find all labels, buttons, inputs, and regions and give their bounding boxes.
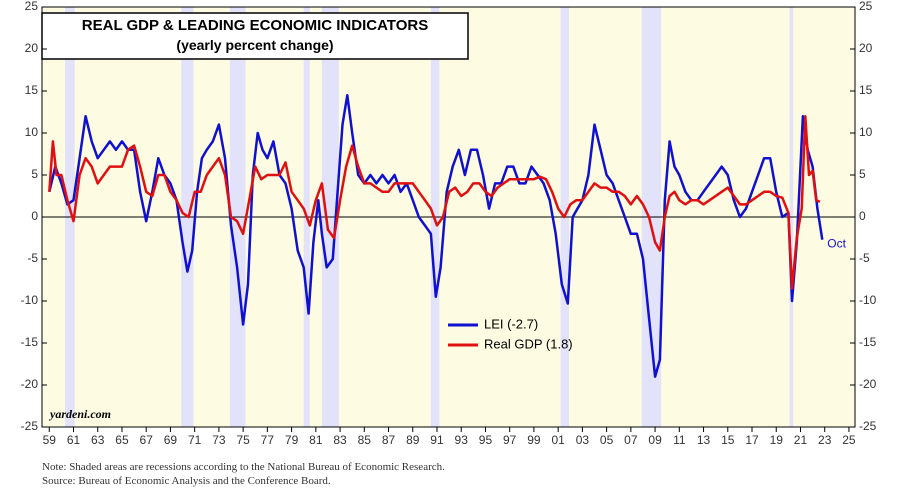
- chart-title: REAL GDP & LEADING ECONOMIC INDICATORS: [82, 17, 428, 34]
- x-tick-label: 83: [333, 433, 347, 447]
- source-mark: yardeni.com: [48, 407, 111, 421]
- x-tick-label: 75: [236, 433, 250, 447]
- y-tick-label: 5: [31, 167, 38, 181]
- y-tick-label: 15: [25, 83, 39, 97]
- y-tick-label: 10: [859, 125, 873, 139]
- y-tick-label: -5: [859, 251, 870, 265]
- x-tick-label: 85: [358, 433, 372, 447]
- x-tick-label: 21: [794, 433, 808, 447]
- x-tick-label: 87: [382, 433, 396, 447]
- y-tick-label: 25: [25, 0, 39, 13]
- x-tick-label: 25: [842, 433, 856, 447]
- note: Source: Bureau of Economic Analysis and …: [42, 475, 331, 487]
- x-tick-label: 93: [455, 433, 469, 447]
- x-tick-label: 17: [745, 433, 759, 447]
- x-tick-label: 65: [115, 433, 129, 447]
- y-tick-label: 5: [859, 167, 866, 181]
- x-tick-label: 09: [648, 433, 662, 447]
- y-tick-label: 25: [859, 0, 873, 13]
- y-tick-label: 10: [25, 125, 39, 139]
- x-tick-label: 13: [697, 433, 711, 447]
- y-tick-label: -25: [21, 419, 39, 433]
- line-series: [48, 114, 821, 290]
- y-tick-label: -20: [21, 377, 39, 391]
- note: Note: Shaded areas are recessions accord…: [42, 461, 445, 473]
- y-tick-label: 20: [859, 41, 873, 55]
- x-tick-label: 67: [140, 433, 154, 447]
- y-tick-label: -15: [859, 335, 877, 349]
- x-tick-label: 77: [261, 433, 275, 447]
- y-tick-label: 0: [859, 209, 866, 223]
- y-tick-label: 0: [31, 209, 38, 223]
- y-tick-label: 20: [25, 41, 39, 55]
- title-box: [41, 12, 469, 60]
- x-tick-label: 01: [551, 433, 565, 447]
- x-tick-label: 61: [67, 433, 81, 447]
- annotation: Oct: [827, 237, 846, 251]
- x-tick-label: 71: [188, 433, 202, 447]
- x-tick-label: 07: [624, 433, 638, 447]
- x-tick-label: 73: [212, 433, 226, 447]
- y-tick-label: 15: [859, 83, 873, 97]
- x-tick-label: 15: [721, 433, 735, 447]
- x-tick-label: 69: [164, 433, 178, 447]
- x-tick-label: 95: [479, 433, 493, 447]
- x-tick-label: 59: [43, 433, 57, 447]
- x-tick-label: 63: [91, 433, 105, 447]
- y-tick-label: -20: [859, 377, 877, 391]
- x-tick-label: 11: [673, 433, 686, 447]
- y-tick-label: -25: [859, 419, 877, 433]
- x-tick-label: 89: [406, 433, 420, 447]
- x-tick-label: 19: [770, 433, 784, 447]
- x-tick-label: 03: [576, 433, 590, 447]
- x-tick-label: 05: [600, 433, 614, 447]
- x-tick-label: 91: [430, 433, 444, 447]
- x-tick-label: 97: [503, 433, 517, 447]
- y-tick-label: -10: [859, 293, 877, 307]
- chart-subtitle: (yearly percent change): [176, 37, 333, 53]
- y-tick-label: -5: [27, 251, 38, 265]
- x-tick-label: 81: [309, 433, 323, 447]
- x-tick-label: 79: [285, 433, 299, 447]
- legend-label: Real GDP (1.8): [484, 336, 573, 351]
- x-tick-label: 99: [527, 433, 541, 447]
- y-tick-label: -15: [21, 335, 39, 349]
- legend-label: LEI (-2.7): [484, 316, 538, 331]
- y-tick-label: -10: [21, 293, 39, 307]
- plot-area: [41, 6, 856, 428]
- x-tick-label: 23: [818, 433, 832, 447]
